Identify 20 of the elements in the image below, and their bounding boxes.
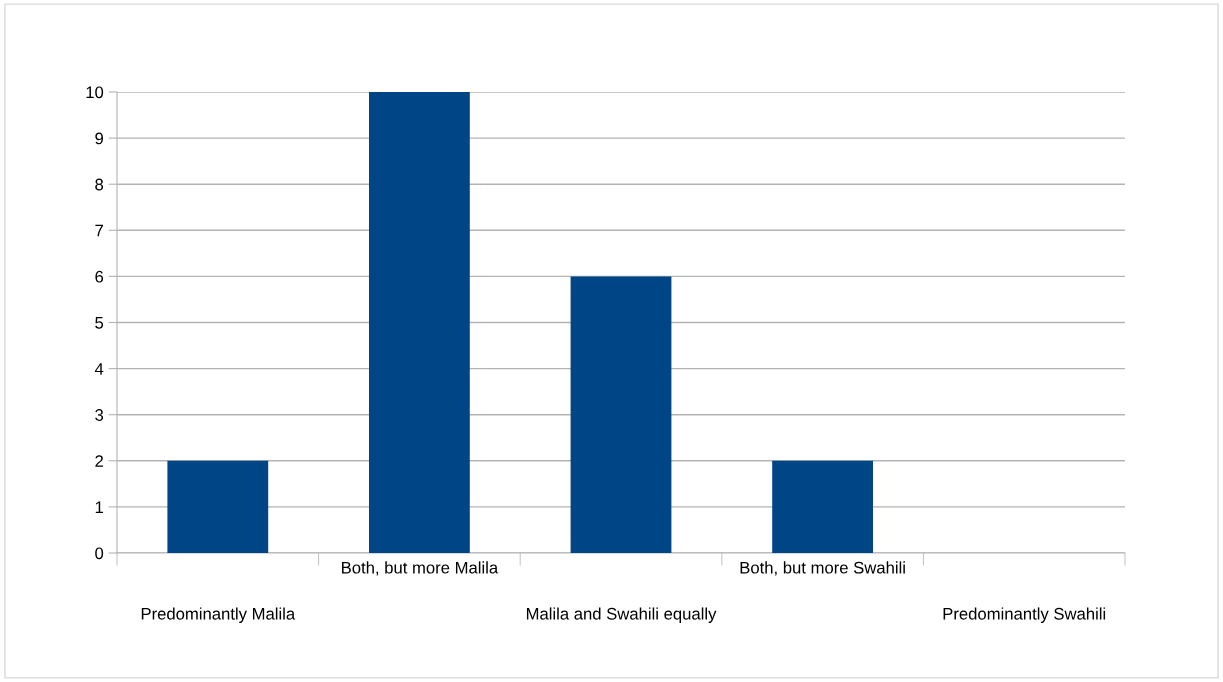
y-tick-label: 6 — [95, 270, 104, 283]
y-tick-label: 0 — [95, 547, 104, 560]
bar — [369, 92, 470, 553]
x-tick-label: Both, but more Swahili — [740, 561, 905, 576]
y-tick-label: 1 — [95, 501, 103, 513]
x-tick-label: Malila and Swahili equally — [526, 607, 717, 623]
y-tick-label: 4 — [94, 363, 104, 375]
x-tick-label: Predominantly Malila — [141, 607, 296, 623]
x-tick-label: Both, but more Malila — [342, 561, 499, 576]
y-tick-label: 9 — [95, 132, 104, 145]
x-tick-label: Predominantly Swahili — [943, 607, 1106, 623]
y-tick-label: 7 — [95, 224, 103, 237]
bar — [167, 460, 269, 553]
y-tick-label: 3 — [95, 409, 104, 421]
bar — [570, 276, 672, 553]
y-tick-label: 5 — [95, 317, 104, 329]
y-tick-label: 2 — [95, 455, 103, 467]
bar — [772, 460, 873, 553]
y-tick-label: 8 — [95, 178, 104, 191]
y-tick-label: 10 — [86, 86, 104, 99]
